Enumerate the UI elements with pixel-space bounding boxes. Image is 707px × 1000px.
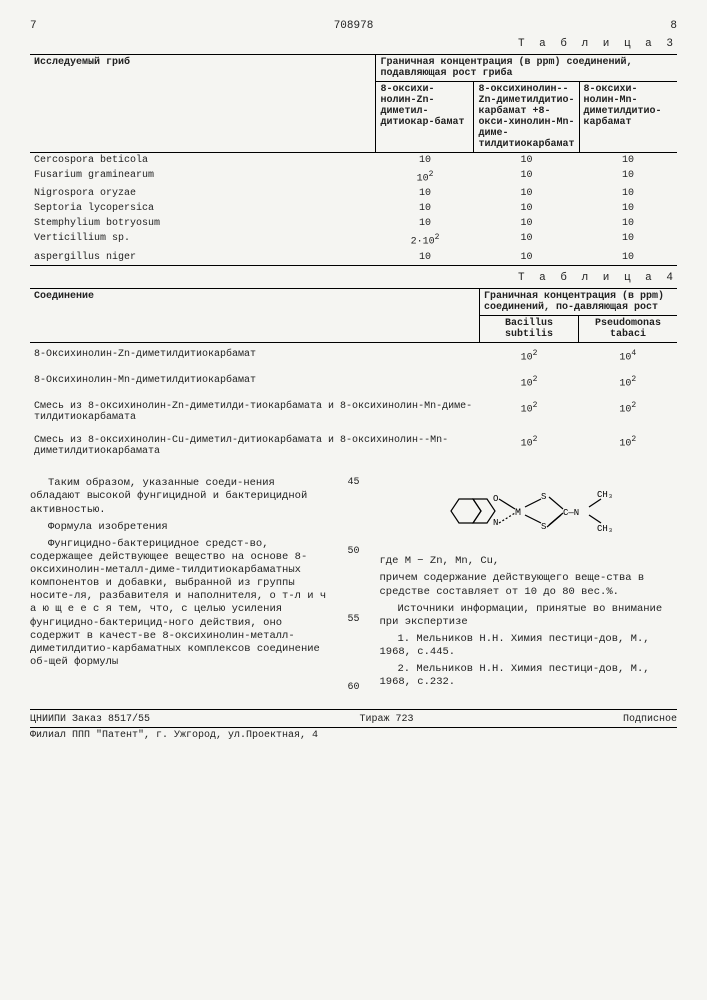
table-row: 8-Оксихинолин-Mn-диметилдитиокарбамат102… [30,369,677,395]
fungus-name: Cercospora beticola [30,153,376,169]
ref-2: 2. Мельников Н.Н. Химия пестици-дов, М.,… [380,663,678,689]
t3-val-0: 102 [376,168,474,186]
footer-address: Филиал ППП "Патент", г. Ужгород, ул.Прое… [30,730,318,741]
t4-col-0: Bacillus subtilis [480,315,579,342]
fungus-name: Fusarium graminearum [30,168,376,186]
t3-val-1: 10 [474,201,579,216]
svg-text:S: S [541,522,546,532]
svg-text:CH₃: CH₃ [597,524,613,534]
t4-val-0: 102 [480,342,579,369]
table-row: Verticillium sp.2·1021010 [30,231,677,249]
svg-text:O: O [493,494,498,504]
table-row: Cercospora beticola101010 [30,153,677,169]
t4-header-left: Соединение [30,288,480,342]
footer: ЦНИИПИ Заказ 8517/55 Тираж 723 Подписное… [30,709,677,741]
footer-tirage: Тираж 723 [360,714,414,725]
table4-title: Т а б л и ц а 4 [30,272,677,284]
page-num-right: 8 [670,20,677,32]
svg-text:N: N [493,518,498,528]
line-60: 60 [344,682,364,693]
t3-val-2: 10 [579,153,677,169]
table-row: aspergillus niger101010 [30,250,677,266]
t3-header-right: Граничная концентрация (в ppm) соединени… [376,55,677,82]
where-m: где M − Zn, Mn, Cu, [380,555,678,568]
compound-name: Смесь из 8-оксихинолин-Cu-диметил-дитиок… [30,429,480,463]
t3-val-2: 10 [579,201,677,216]
fungus-name: Stemphylium botryosum [30,216,376,231]
t3-col-1: 8-оксихинолин--Zn-диметилдитио-карбамат … [474,82,579,153]
t3-val-1: 10 [474,186,579,201]
footer-sub: Подписное [623,714,677,725]
t3-val-0: 10 [376,153,474,169]
t3-val-0: 10 [376,216,474,231]
t3-col-2: 8-оксихи-нолин-Mn-диметилдитио-карбамат [579,82,677,153]
fungus-name: aspergillus niger [30,250,376,266]
svg-text:S: S [541,492,546,502]
structural-formula-icon: O N M S S C—N CH₃ CH₃ [443,479,613,549]
compound-name: 8-Оксихинолин-Mn-диметилдитиокарбамат [30,369,480,395]
fungus-name: Nigrospora oryzae [30,186,376,201]
table-row: 8-Оксихинолин-Zn-диметилдитиокарбамат102… [30,342,677,369]
line-45: 45 [344,477,364,488]
fungus-name: Verticillium sp. [30,231,376,249]
formula-heading: Формула изобретения [30,521,328,534]
t4-val-0: 102 [480,395,579,429]
footer-order: ЦНИИПИ Заказ 8517/55 [30,714,150,725]
ref-1: 1. Мельников Н.Н. Химия пестици-дов, М.,… [380,633,678,659]
t3-val-0: 10 [376,250,474,266]
t4-header-right: Граничная концентрация (в ppm) соединени… [480,288,678,315]
t3-val-2: 10 [579,231,677,249]
line-50: 50 [344,546,364,557]
table-row: Fusarium graminearum1021010 [30,168,677,186]
right-column: O N M S S C—N CH₃ CH₃ где M − Zn, Mn, Cu… [380,477,678,693]
table-row: Смесь из 8-оксихинолин-Cu-диметил-дитиок… [30,429,677,463]
compound-name: Смесь из 8-оксихинолин-Zn-диметилди-тиок… [30,395,480,429]
table-row: Смесь из 8-оксихинолин-Zn-диметилди-тиок… [30,395,677,429]
t3-header-left: Исследуемый гриб [30,55,376,153]
t3-val-1: 10 [474,153,579,169]
table-4: Соединение Граничная концентрация (в ppm… [30,288,677,464]
t4-val-1: 102 [579,395,678,429]
t3-val-0: 10 [376,186,474,201]
t3-val-1: 10 [474,231,579,249]
t4-val-0: 102 [480,429,579,463]
sources-heading: Источники информации, принятые во вниман… [380,603,678,629]
para-r2: причем содержание действующего веще-ства… [380,572,678,598]
svg-text:M: M [515,508,521,519]
body-text: Таким образом, указанные соеди-нения обл… [30,477,677,693]
fungus-name: Septoria lycopersica [30,201,376,216]
patent-number: 708978 [334,20,374,32]
t3-val-1: 10 [474,216,579,231]
t3-col-0: 8-оксихи-нолин-Zn-диметил-дитиокар-бамат [376,82,474,153]
table-3: Исследуемый гриб Граничная концентрация … [30,54,677,266]
t3-val-1: 10 [474,168,579,186]
t3-val-0: 2·102 [376,231,474,249]
compound-name: 8-Оксихинолин-Zn-диметилдитиокарбамат [30,342,480,369]
table-row: Nigrospora oryzae101010 [30,186,677,201]
svg-text:CH₃: CH₃ [597,490,613,500]
para-1: Таким образом, указанные соеди-нения обл… [30,477,328,516]
t4-val-1: 102 [579,429,678,463]
para-3: Фунгицидно-бактерицидное средст-во, соде… [30,538,328,669]
table-row: Septoria lycopersica101010 [30,201,677,216]
t4-val-1: 102 [579,369,678,395]
t4-val-1: 104 [579,342,678,369]
page-header: 7 708978 8 [30,20,677,32]
line-numbers: 45 50 55 60 [344,477,364,693]
t3-val-0: 10 [376,201,474,216]
t3-val-1: 10 [474,250,579,266]
t4-val-0: 102 [480,369,579,395]
page-num-left: 7 [30,20,37,32]
line-55: 55 [344,614,364,625]
t3-val-2: 10 [579,168,677,186]
t3-val-2: 10 [579,186,677,201]
table-row: Stemphylium botryosum101010 [30,216,677,231]
t3-val-2: 10 [579,216,677,231]
t4-col-1: Pseudomonas tabaci [579,315,678,342]
t3-val-2: 10 [579,250,677,266]
left-column: Таким образом, указанные соеди-нения обл… [30,477,328,693]
svg-text:C—N: C—N [563,508,579,518]
table3-title: Т а б л и ц а 3 [30,38,677,50]
